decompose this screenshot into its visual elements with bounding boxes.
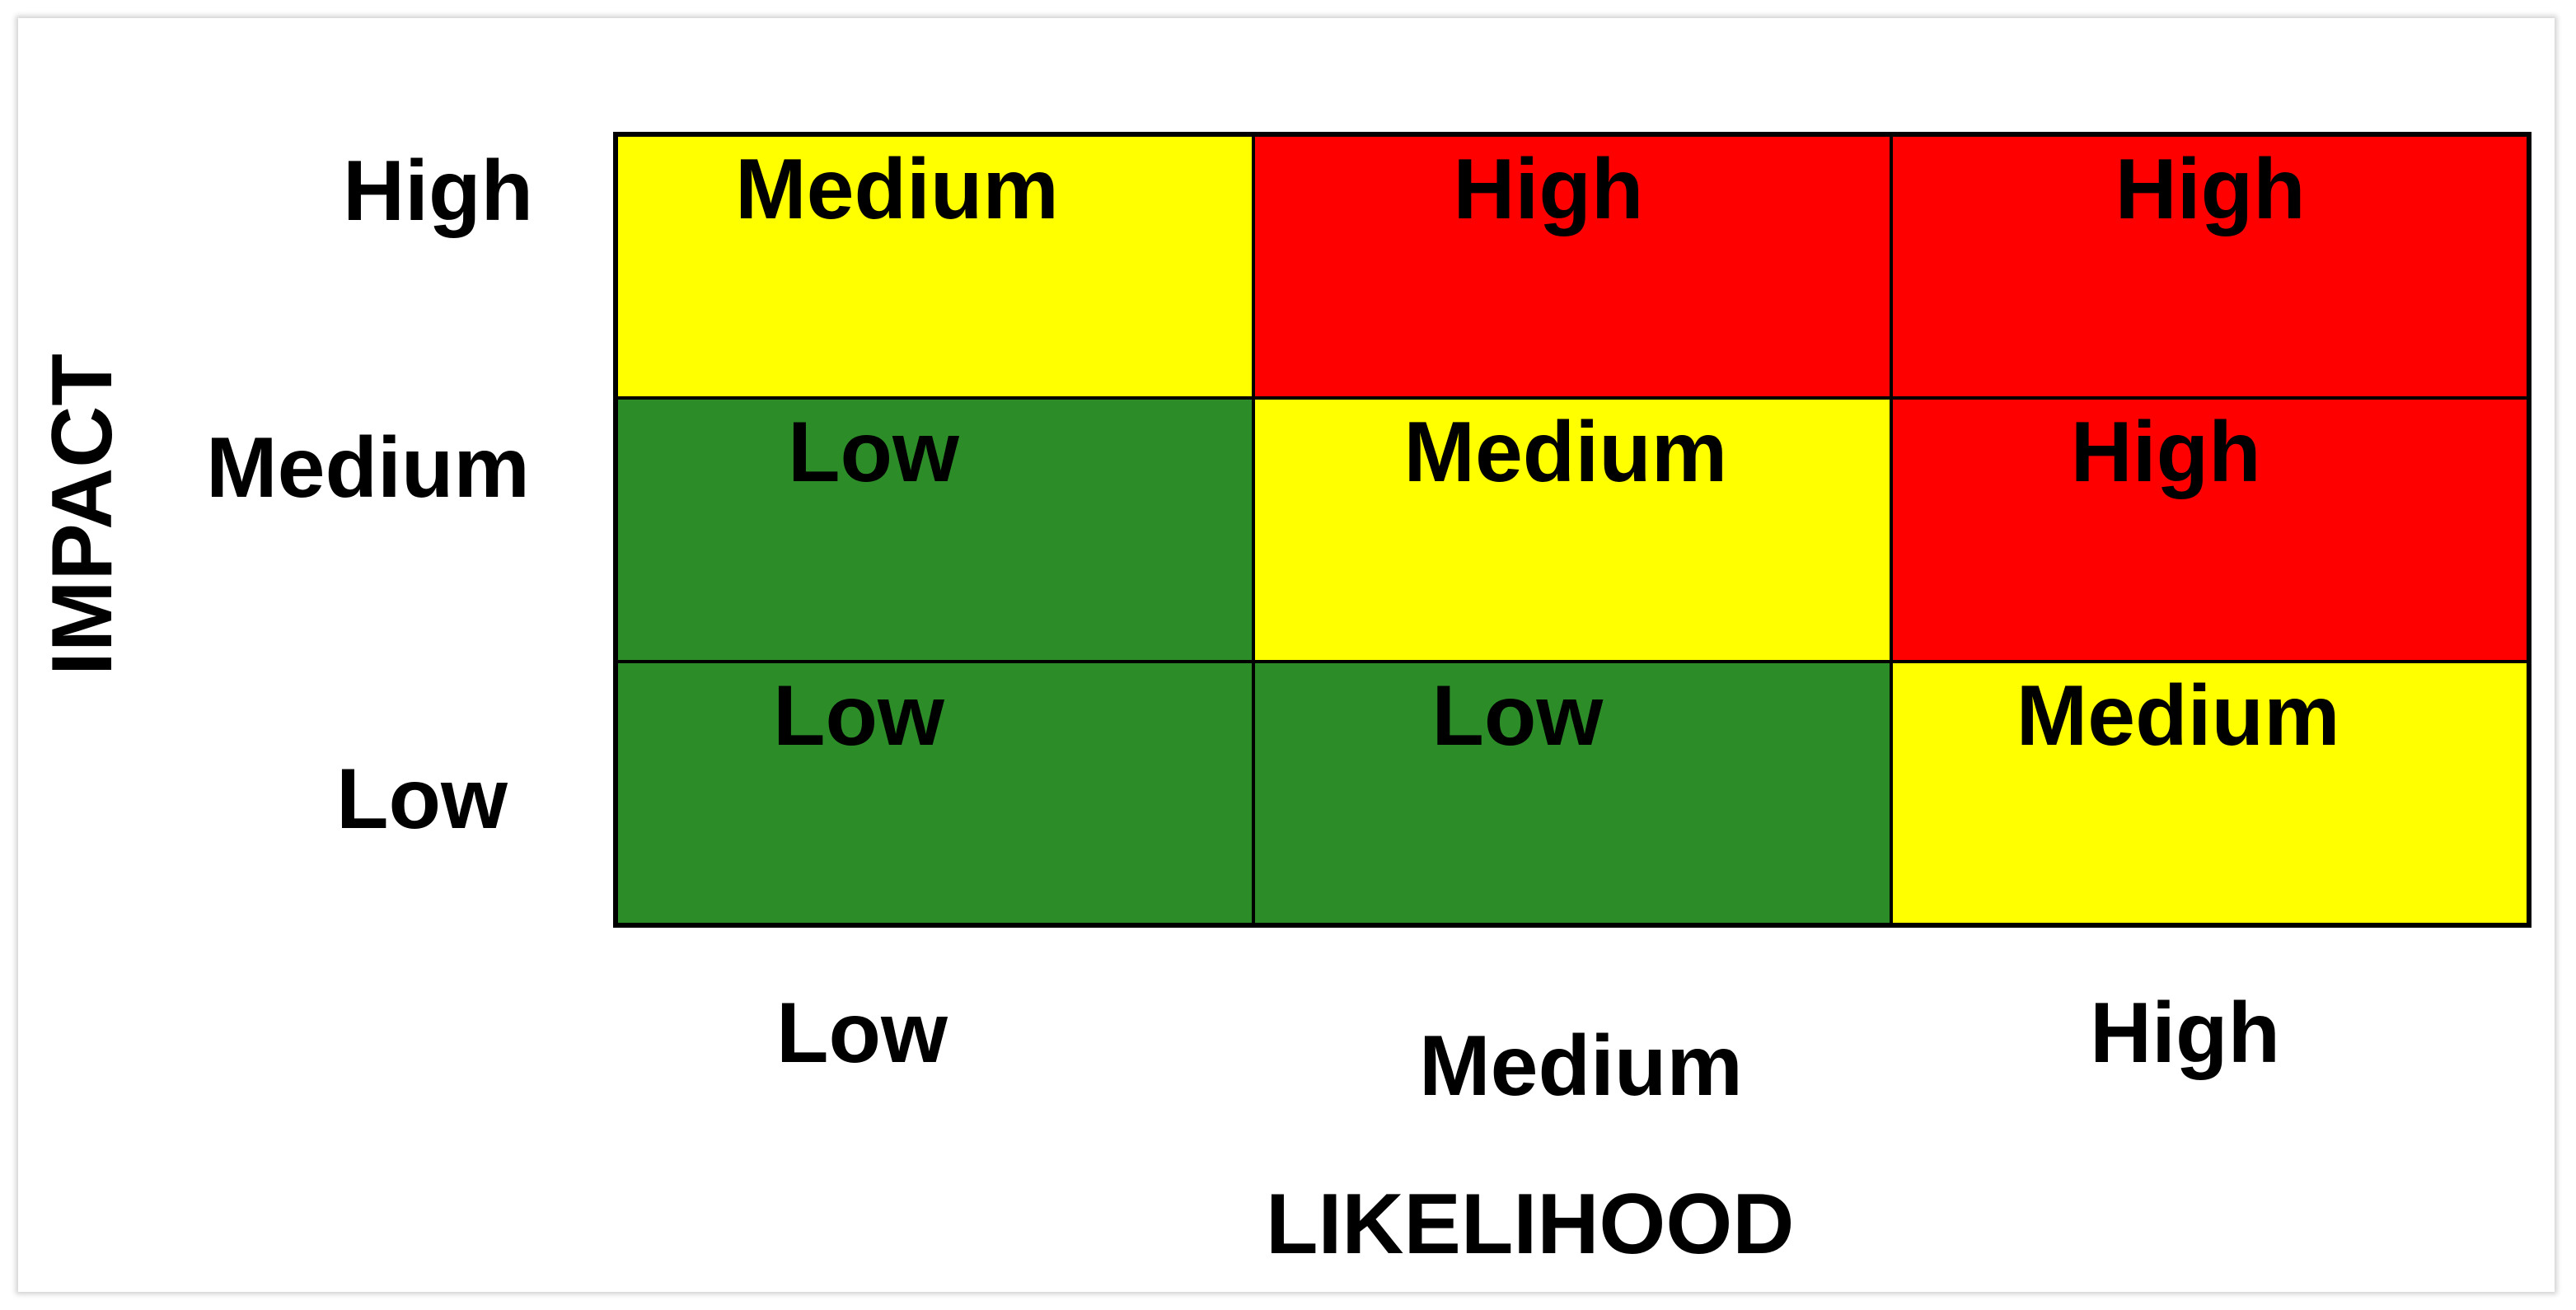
y-axis-title: IMPACT <box>35 353 130 676</box>
matrix-cell-r0-c2: High <box>1890 135 2528 399</box>
y-label-medium: Medium <box>206 420 530 516</box>
risk-matrix-grid: Medium High High Low Medium High Low Low… <box>613 132 2532 928</box>
cell-rating-label: Medium <box>1403 405 1728 501</box>
matrix-cell-r1-c2: High <box>1890 398 2528 662</box>
cell-rating-label: High <box>1453 142 1644 237</box>
cell-rating-label: Low <box>788 405 959 501</box>
matrix-cell-r1-c0: Low <box>616 398 1254 662</box>
cell-rating-label: High <box>2070 405 2261 501</box>
y-label-high: High <box>343 143 534 239</box>
cell-rating-label: Medium <box>735 142 1059 237</box>
matrix-cell-r0-c1: High <box>1253 135 1891 399</box>
x-label-medium: Medium <box>1419 1018 1743 1114</box>
x-label-low: Low <box>776 985 948 1081</box>
cell-rating-label: Low <box>1431 667 1604 764</box>
matrix-cell-r1-c1: Medium <box>1253 398 1891 662</box>
matrix-cell-r2-c0: Low <box>616 661 1254 924</box>
cell-rating-label: Medium <box>2016 667 2340 764</box>
y-label-low: Low <box>336 751 508 847</box>
cell-rating-label: Low <box>773 667 944 764</box>
matrix-cell-r2-c1: Low <box>1253 661 1891 924</box>
matrix-cell-r2-c2: Medium <box>1890 661 2528 924</box>
x-axis-title: LIKELIHOOD <box>1266 1177 1795 1272</box>
cell-rating-label: High <box>2115 142 2306 237</box>
matrix-cell-r0-c0: Medium <box>616 135 1254 399</box>
x-label-high: High <box>2090 985 2281 1081</box>
